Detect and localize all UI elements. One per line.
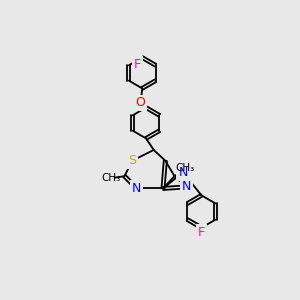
Text: F: F <box>198 226 205 239</box>
Text: CH₃: CH₃ <box>101 173 120 183</box>
Text: F: F <box>134 58 141 71</box>
Text: N: N <box>132 182 142 195</box>
Text: S: S <box>128 154 136 167</box>
Text: N: N <box>178 166 188 179</box>
Text: CH₃: CH₃ <box>176 164 195 173</box>
Text: O: O <box>136 97 146 110</box>
Text: N: N <box>182 180 191 194</box>
